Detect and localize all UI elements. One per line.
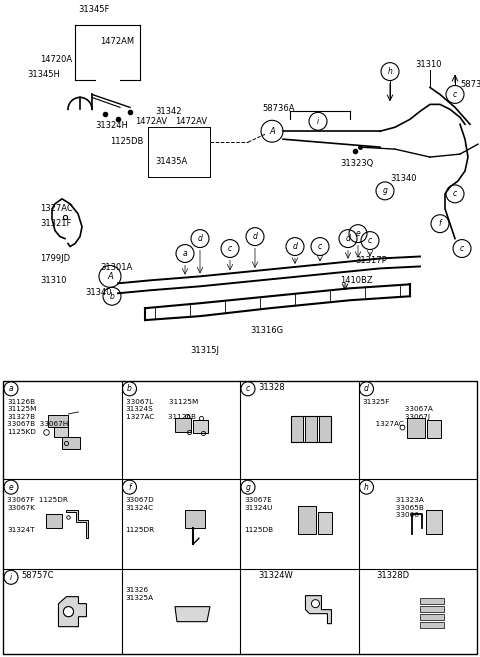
Circle shape: [312, 600, 320, 608]
Text: d: d: [252, 232, 257, 241]
Bar: [420, 606, 444, 612]
Bar: [291, 416, 303, 442]
Text: f: f: [128, 483, 131, 491]
Text: 1472AM: 1472AM: [100, 37, 134, 46]
Text: 31315J: 31315J: [190, 346, 219, 355]
Bar: [420, 622, 444, 627]
Text: 1472AV: 1472AV: [175, 118, 207, 126]
Text: 58736A: 58736A: [262, 104, 295, 114]
Text: 58735C: 58735C: [460, 79, 480, 89]
Text: c: c: [246, 384, 250, 394]
Bar: [318, 512, 333, 534]
Text: c: c: [228, 244, 232, 253]
Bar: [305, 416, 317, 442]
Bar: [427, 420, 441, 438]
Text: a: a: [9, 384, 13, 394]
Text: b: b: [109, 292, 114, 301]
Text: 31340: 31340: [390, 174, 417, 183]
Text: 31328D: 31328D: [376, 572, 409, 580]
Bar: [291, 416, 332, 442]
Text: 31435A: 31435A: [155, 157, 187, 166]
Text: a: a: [183, 249, 187, 258]
Text: 14720A: 14720A: [40, 55, 72, 64]
Text: 31321F: 31321F: [40, 219, 72, 228]
Bar: [175, 418, 191, 432]
Bar: [299, 506, 316, 534]
Text: b: b: [127, 384, 132, 394]
Text: c: c: [318, 242, 322, 251]
Polygon shape: [66, 510, 88, 538]
Text: 58757C: 58757C: [21, 572, 53, 580]
Text: h: h: [387, 67, 393, 76]
Text: h: h: [364, 483, 369, 491]
Bar: [426, 510, 442, 534]
Bar: [54, 427, 69, 437]
Polygon shape: [305, 596, 332, 623]
Text: 1327AC: 1327AC: [40, 204, 73, 213]
Bar: [48, 415, 69, 427]
Text: g: g: [383, 187, 387, 195]
Bar: [407, 418, 425, 438]
Text: d: d: [364, 384, 369, 394]
Text: 31324W: 31324W: [258, 572, 293, 580]
Text: 31317P: 31317P: [355, 256, 387, 265]
Text: 31340: 31340: [85, 288, 111, 298]
Text: 1472AV: 1472AV: [135, 118, 167, 126]
Text: A: A: [269, 127, 275, 136]
Text: 33067L       31125M
31324S
1327AC      31126B: 33067L 31125M 31324S 1327AC 31126B: [125, 399, 198, 420]
Text: A: A: [107, 272, 113, 281]
Text: 1125DB: 1125DB: [110, 137, 144, 147]
Text: c: c: [453, 90, 457, 99]
Bar: [193, 420, 208, 433]
Text: 31345H: 31345H: [27, 70, 60, 79]
Text: 31323Q: 31323Q: [340, 159, 373, 168]
Text: f: f: [439, 219, 441, 228]
Bar: [47, 514, 62, 528]
Text: 33067F  1125DR
33067K


31324T: 33067F 1125DR 33067K 31324T: [7, 497, 68, 533]
Text: 31323A
               33065B
               33066: 31323A 33065B 33066: [362, 497, 424, 518]
Bar: [185, 510, 205, 528]
Text: 31316G: 31316G: [250, 326, 283, 335]
Text: e: e: [9, 483, 13, 491]
Bar: [62, 437, 81, 449]
Text: 31328: 31328: [258, 383, 285, 392]
Text: 31310: 31310: [40, 277, 67, 285]
Bar: [320, 416, 332, 442]
Text: 1799JD: 1799JD: [40, 254, 70, 263]
Text: g: g: [246, 483, 251, 491]
Polygon shape: [59, 597, 86, 627]
Text: d: d: [346, 234, 350, 243]
Text: 1410BZ: 1410BZ: [340, 277, 372, 285]
Text: 31326
31325A: 31326 31325A: [125, 587, 154, 600]
Polygon shape: [175, 606, 210, 622]
Text: 31345F: 31345F: [78, 5, 109, 14]
Text: 31324H: 31324H: [95, 122, 128, 130]
Text: 33067D
31324C


1125DR: 33067D 31324C 1125DR: [125, 497, 155, 533]
Text: 31342: 31342: [155, 107, 181, 116]
Text: 31325F
                   33067A
                   33067J
      1327AC: 31325F 33067A 33067J 1327AC: [362, 399, 433, 427]
Bar: [420, 598, 444, 604]
Text: 31301A: 31301A: [100, 263, 132, 273]
Bar: [420, 614, 444, 620]
Text: d: d: [293, 242, 298, 251]
Text: d: d: [198, 234, 203, 243]
Circle shape: [63, 606, 73, 617]
Text: 31310: 31310: [415, 60, 442, 68]
Text: e: e: [356, 229, 360, 238]
Text: c: c: [453, 189, 457, 198]
Text: c: c: [460, 244, 464, 253]
Text: 31126B
31125M
31327B
33067B  33067H
1125KD: 31126B 31125M 31327B 33067B 33067H 1125K…: [7, 399, 68, 435]
Text: c: c: [368, 236, 372, 245]
Text: 33067E
31324U


1125DB: 33067E 31324U 1125DB: [244, 497, 273, 533]
Text: i: i: [317, 117, 319, 125]
Text: i: i: [10, 573, 12, 582]
